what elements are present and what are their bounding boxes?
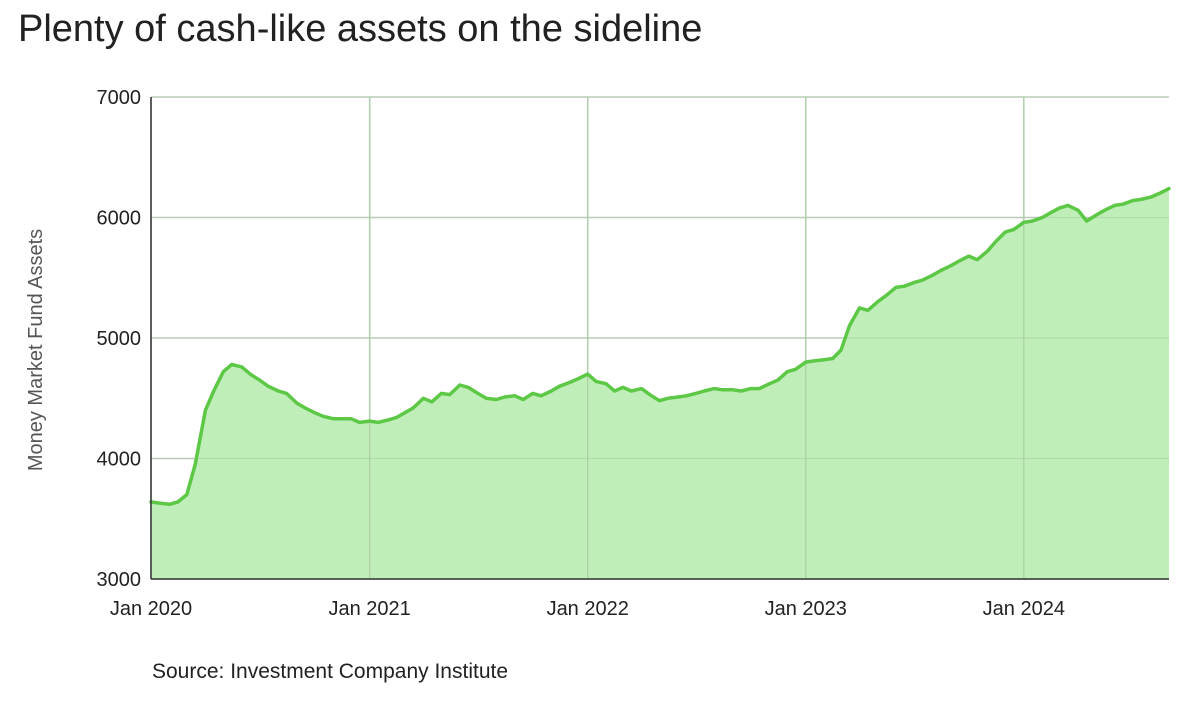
y-tick-label: 3000	[97, 569, 142, 591]
x-tick-labels: Jan 2020 Jan 2021 Jan 2022 Jan 2023 Jan 2024	[110, 598, 1065, 620]
x-tick-label: Jan 2022	[547, 598, 629, 620]
area-layer	[149, 96, 1171, 580]
x-tick-label: Jan 2023	[765, 598, 847, 620]
y-tick-labels: 3000 4000 5000 6000 7000	[97, 87, 142, 591]
y-tick-label: 6000	[97, 208, 142, 230]
y-tick-label: 5000	[97, 328, 142, 350]
x-tick-label: Jan 2021	[329, 598, 411, 620]
area-fill	[151, 188, 1169, 579]
x-tick-label: Jan 2020	[110, 598, 192, 620]
y-axis-label: Money Market Fund Assets	[25, 229, 47, 471]
source-note: Source: Investment Company Institute	[152, 660, 509, 683]
x-tick-label: Jan 2024	[983, 598, 1065, 620]
chart-title: Plenty of cash-like assets on the sideli…	[18, 8, 703, 50]
y-tick-label: 4000	[97, 449, 142, 471]
series-line	[149, 186, 1171, 507]
y-tick-label: 7000	[97, 87, 142, 109]
axes	[150, 97, 1169, 580]
